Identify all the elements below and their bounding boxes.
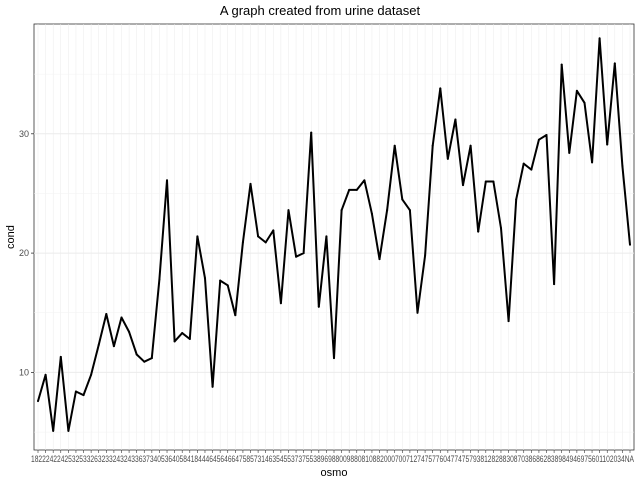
- data-point: [241, 241, 244, 244]
- y-tick-label: 10: [19, 367, 29, 377]
- data-point: [302, 252, 305, 255]
- data-point: [492, 180, 495, 183]
- data-point: [363, 179, 366, 182]
- data-point: [431, 144, 434, 147]
- data-point: [211, 385, 214, 388]
- data-point: [424, 254, 427, 257]
- data-point: [226, 284, 229, 287]
- data-point: [439, 87, 442, 90]
- data-point: [279, 302, 282, 305]
- data-point: [507, 320, 510, 323]
- data-point: [143, 360, 146, 363]
- data-point: [408, 209, 411, 212]
- data-point: [150, 357, 153, 360]
- data-point: [606, 143, 609, 146]
- data-point: [264, 241, 267, 244]
- data-point: [621, 165, 624, 167]
- data-point: [462, 184, 465, 187]
- data-point: [105, 312, 108, 315]
- data-point: [560, 63, 563, 66]
- data-point: [196, 235, 199, 238]
- data-point: [295, 255, 298, 258]
- data-point: [234, 314, 237, 317]
- data-point: [530, 168, 533, 171]
- chart-title: A graph created from urine dataset: [220, 3, 421, 18]
- data-point: [181, 332, 184, 335]
- data-point: [287, 209, 290, 212]
- data-point: [499, 227, 502, 230]
- data-point: [74, 390, 77, 393]
- data-point: [545, 133, 548, 136]
- data-point: [340, 209, 343, 212]
- data-point: [257, 235, 260, 238]
- data-point: [188, 338, 191, 341]
- y-axis: 10 20 30: [19, 129, 34, 377]
- data-point: [598, 37, 601, 40]
- data-point: [469, 144, 472, 147]
- data-point: [219, 279, 222, 282]
- data-point: [97, 343, 100, 346]
- data-point: [629, 243, 631, 246]
- data-point: [568, 151, 571, 154]
- data-point: [37, 400, 39, 403]
- data-point: [333, 357, 335, 360]
- data-point: [112, 345, 115, 348]
- data-point: [82, 394, 85, 397]
- data-point: [522, 162, 525, 165]
- data-point: [120, 316, 123, 319]
- data-point: [591, 161, 594, 164]
- x-axis-label: osmo: [321, 467, 348, 479]
- data-point: [317, 305, 320, 308]
- data-point: [310, 131, 313, 134]
- data-point: [158, 278, 161, 281]
- data-point: [325, 235, 328, 238]
- data-point: [575, 89, 578, 92]
- data-point: [67, 429, 70, 432]
- data-point: [613, 62, 616, 65]
- data-point: [386, 209, 389, 212]
- data-point: [44, 373, 47, 376]
- data-point: [515, 198, 518, 201]
- data-point: [537, 138, 540, 141]
- data-point: [348, 188, 351, 191]
- data-point: [583, 101, 586, 104]
- data-point: [378, 258, 381, 261]
- series-line-group: [37, 37, 631, 432]
- data-point: [553, 283, 556, 286]
- data-point: [401, 198, 404, 201]
- y-tick-label: 30: [19, 129, 29, 139]
- data-point: [166, 179, 169, 182]
- data-point: [272, 229, 275, 232]
- data-point: [128, 330, 131, 333]
- data-point: [203, 277, 206, 280]
- x-axis: 1822242242532533263233243243363734053640…: [31, 450, 634, 464]
- data-point: [355, 188, 358, 191]
- data-point: [370, 212, 373, 215]
- data-point: [173, 340, 176, 343]
- data-point: [416, 311, 419, 314]
- data-point: [454, 118, 457, 121]
- data-point: [249, 182, 252, 185]
- y-axis-label: cond: [5, 225, 17, 249]
- y-tick-label: 20: [19, 248, 29, 258]
- data-point: [393, 144, 396, 147]
- data-point: [135, 353, 138, 356]
- x-tick-labels: 1822242242532533263233243243363734053640…: [31, 454, 634, 464]
- data-point: [446, 157, 449, 160]
- data-point: [477, 230, 480, 233]
- data-point: [90, 373, 93, 376]
- data-point: [59, 355, 62, 358]
- data-point: [52, 429, 55, 432]
- data-point: [484, 180, 487, 183]
- gridlines: [34, 24, 634, 450]
